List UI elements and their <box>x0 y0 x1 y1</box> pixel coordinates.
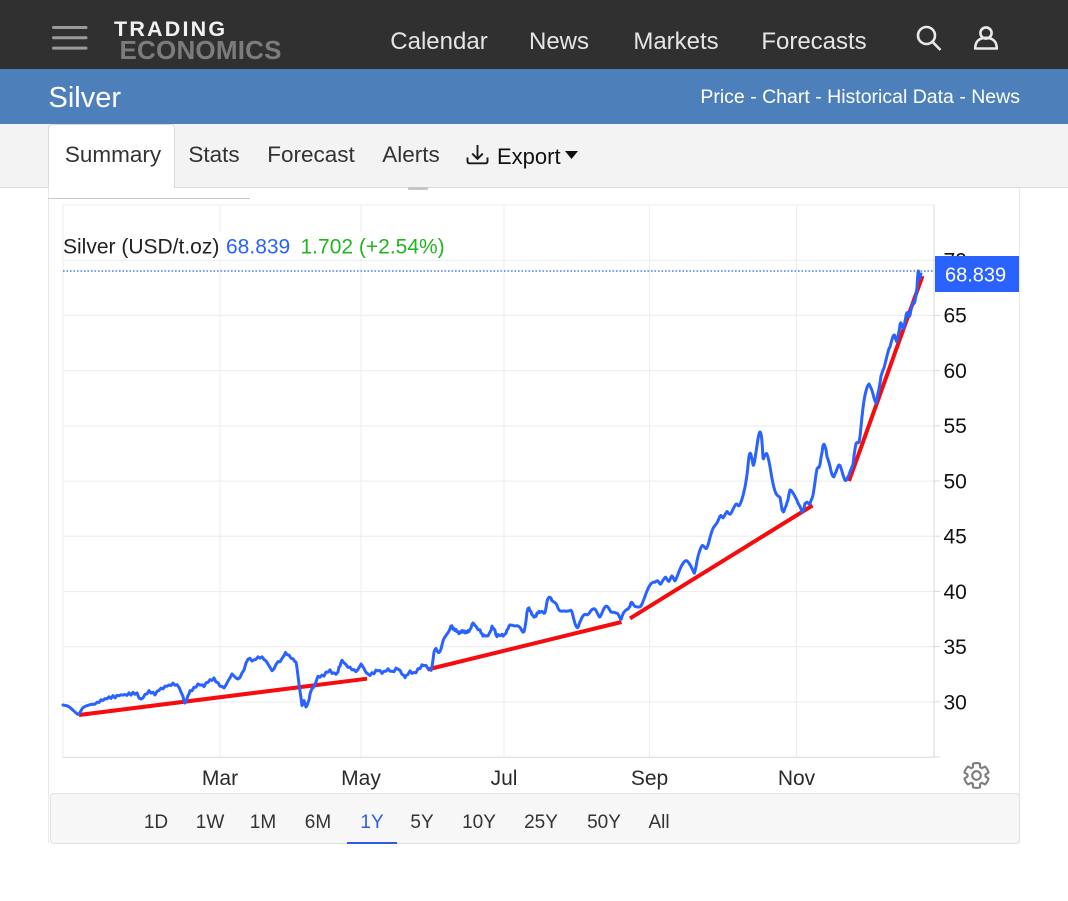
svg-text:Silver (USD/t.oz): Silver (USD/t.oz) <box>63 236 219 259</box>
svg-text:68.839: 68.839 <box>226 236 290 259</box>
svg-text:50: 50 <box>944 470 967 493</box>
svg-text:Mar: Mar <box>202 767 238 790</box>
svg-text:May: May <box>341 767 381 790</box>
svg-text:60: 60 <box>944 360 967 383</box>
svg-text:1.702 (+2.54%): 1.702 (+2.54%) <box>301 236 445 259</box>
svg-text:55: 55 <box>944 415 967 438</box>
svg-text:Nov: Nov <box>778 767 816 790</box>
svg-text:35: 35 <box>944 636 967 659</box>
svg-text:Jul: Jul <box>491 767 518 790</box>
svg-text:30: 30 <box>944 691 967 714</box>
svg-text:Sep: Sep <box>631 767 668 790</box>
svg-text:40: 40 <box>944 581 967 604</box>
svg-text:45: 45 <box>944 526 967 549</box>
svg-text:65: 65 <box>944 305 967 328</box>
svg-text:68.839: 68.839 <box>945 265 1006 287</box>
